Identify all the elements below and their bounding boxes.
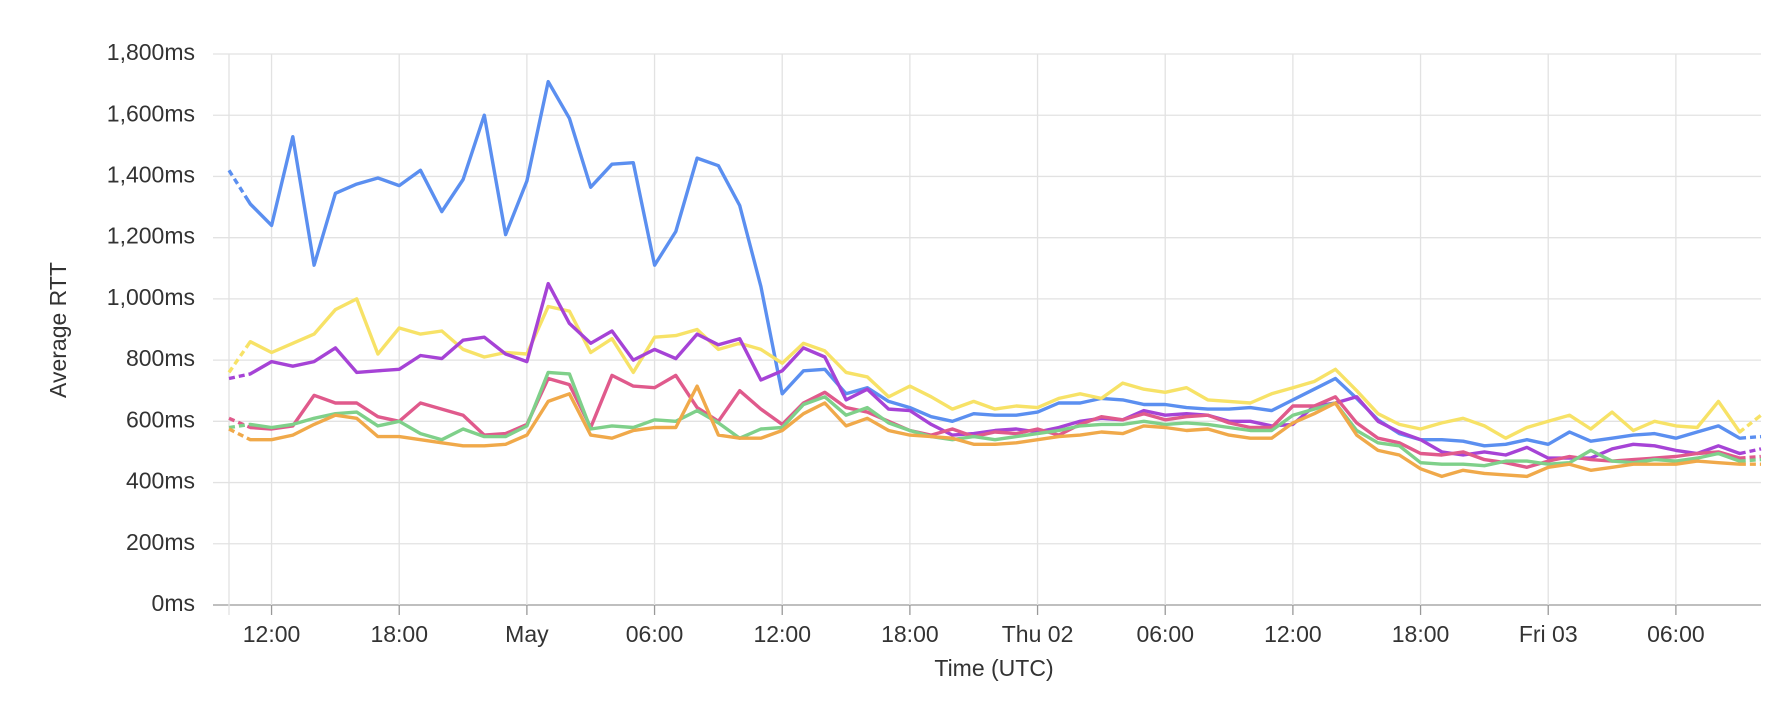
x-tick-label: Thu 02 xyxy=(1002,621,1074,647)
y-tick-label: 800ms xyxy=(126,345,195,371)
series-line xyxy=(228,384,1761,479)
x-tick-label: May xyxy=(505,621,549,647)
x-tick-label: 06:00 xyxy=(1136,621,1194,647)
x-tick-label: 06:00 xyxy=(626,621,684,647)
x-tick-label: 12:00 xyxy=(1264,621,1322,647)
y-tick-label: 0ms xyxy=(152,590,195,616)
x-tick-label: 18:00 xyxy=(881,621,939,647)
y-axis-label: Average RTT xyxy=(45,262,71,398)
y-tick-label: 1,200ms xyxy=(107,223,195,249)
x-tick-label: 18:00 xyxy=(1392,621,1450,647)
series-line xyxy=(227,79,1762,448)
series-line xyxy=(227,297,1763,440)
y-tick-label: 600ms xyxy=(126,406,195,432)
y-tick-label: 1,800ms xyxy=(107,39,195,65)
y-tick-label: 200ms xyxy=(126,529,195,555)
y-tick-label: 1,600ms xyxy=(107,100,195,126)
y-tick-label: 1,400ms xyxy=(107,162,195,188)
x-axis-label: Time (UTC) xyxy=(934,655,1053,681)
y-tick-label: 1,000ms xyxy=(107,284,195,310)
x-tick-label: Fri 03 xyxy=(1519,621,1578,647)
x-tick-label: 06:00 xyxy=(1647,621,1705,647)
x-tick-label: 12:00 xyxy=(243,621,301,647)
x-tick-label: 12:00 xyxy=(753,621,811,647)
series-line xyxy=(228,370,1762,468)
y-tick-label: 400ms xyxy=(126,468,195,494)
x-tick-label: 18:00 xyxy=(370,621,428,647)
